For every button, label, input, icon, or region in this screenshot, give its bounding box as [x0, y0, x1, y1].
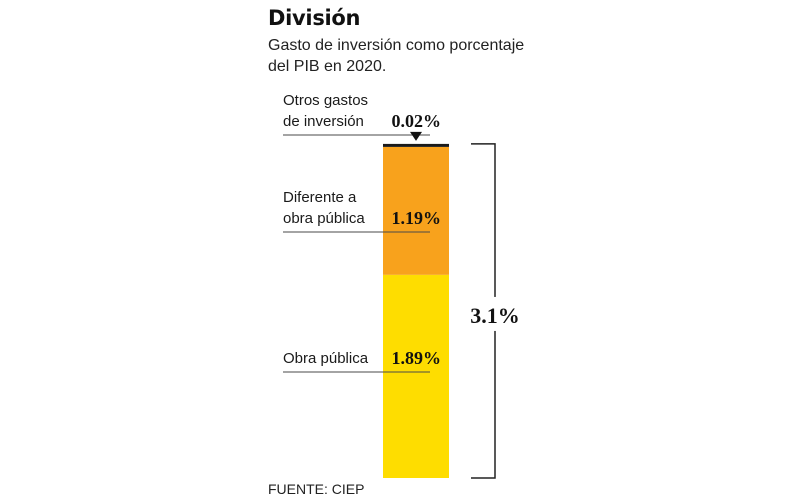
total-label: 3.1%	[470, 303, 520, 328]
category-label-3-line-1: Otros gastos	[283, 92, 368, 109]
pointer-arrow	[410, 131, 422, 141]
value-label-3: 0.02%	[392, 111, 442, 131]
bar-segment-1	[383, 274, 449, 478]
category-label-3-line-2: de inversión	[283, 113, 364, 130]
chart-subtitle: Gasto de inversión como porcentaje del P…	[268, 37, 525, 75]
bar-segment-3	[383, 143, 449, 147]
value-label-1: 1.89%	[392, 348, 442, 368]
bar-segment-2	[383, 146, 449, 275]
category-label-2-line-1: Diferente a	[283, 189, 357, 206]
total-label-background	[465, 296, 525, 331]
category-label-2-line-2: obra pública	[283, 210, 365, 227]
value-label-2: 1.19%	[392, 208, 442, 228]
chart-title: División	[268, 6, 361, 30]
source-note: FUENTE: CIEP	[268, 481, 365, 497]
category-label-1-line-1: Obra pública	[283, 350, 369, 367]
